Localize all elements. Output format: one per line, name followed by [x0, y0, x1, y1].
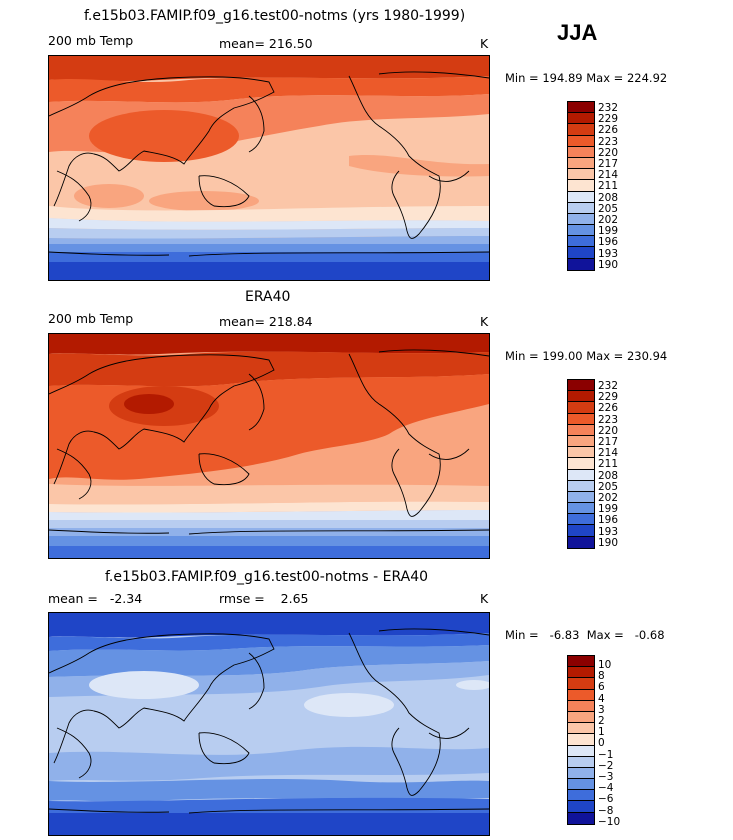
colorbar-swatch: [568, 213, 594, 226]
colorbar-swatch: [568, 790, 594, 802]
colorbar-swatch: [568, 767, 594, 780]
colorbar-swatch: [568, 689, 594, 701]
panel3-rmse: rmse = 2.65: [219, 591, 309, 606]
panel1-title: f.e15b03.FAMIP.f09_g16.test00-notms (yrs…: [84, 8, 466, 24]
colorbar-swatch: [568, 480, 594, 492]
colorbar-swatch: [568, 711, 594, 724]
colorbar-swatch: [568, 801, 594, 813]
panel2-title: ERA40: [245, 289, 291, 305]
panel1-mean: mean= 216.50: [219, 36, 313, 51]
colorbar-swatch: [568, 447, 594, 459]
colorbar-swatch: [568, 157, 594, 170]
colorbar-swatch: [568, 812, 594, 824]
colorbar-swatch: [568, 202, 594, 214]
colorbar-swatch: [568, 180, 594, 192]
colorbar-swatch: [568, 391, 594, 403]
colorbar-swatch: [568, 458, 594, 470]
season-label: JJA: [557, 20, 598, 45]
panel2-mean: mean= 218.84: [219, 314, 313, 329]
panel3-map: [48, 612, 490, 836]
panel1-map: [48, 55, 490, 281]
panel3-colorbar-labels: 10 8 6 4 3 2 1 0 −1 −2 −3 −4 −6 −8 −10: [598, 659, 621, 828]
colorbar-swatch: [568, 514, 594, 526]
colorbar-swatch: [568, 424, 594, 436]
colorbar-swatch: [568, 102, 594, 114]
colorbar-swatch: [568, 113, 594, 125]
colorbar-swatch: [568, 236, 594, 248]
colorbar-swatch: [568, 247, 594, 259]
colorbar-swatch: [568, 413, 594, 425]
panel2-minmax: Min = 199.00 Max = 230.94: [505, 349, 668, 363]
colorbar-swatch: [568, 135, 594, 147]
colorbar-swatch: [568, 667, 594, 679]
colorbar-swatch: [568, 734, 594, 746]
panel3-title: f.e15b03.FAMIP.f09_g16.test00-notms - ER…: [105, 569, 429, 585]
panel3-mean: mean = -2.34: [48, 591, 143, 606]
colorbar-swatch: [568, 745, 594, 757]
panel2-colorbar-labels: 232 229 226 223 220 217 214 211 208 205 202 199 196 1…: [598, 380, 619, 549]
panel2-units: K: [480, 314, 489, 329]
colorbar-swatch: [568, 503, 594, 515]
panel1-variable: 200 mb Temp: [48, 33, 134, 48]
panel3-colorbar: [567, 655, 595, 825]
panel1-minmax: Min = 194.89 Max = 224.92: [505, 71, 668, 85]
colorbar-swatch: [568, 469, 594, 481]
colorbar-swatch: [568, 435, 594, 448]
colorbar-swatch: [568, 536, 594, 548]
panel2-variable: 200 mb Temp: [48, 311, 134, 326]
colorbar-swatch: [568, 779, 594, 791]
panel1-colorbar-labels: 232 229 226 223 220 217 214 211 208 205 202 199 196 1…: [598, 102, 619, 271]
colorbar-swatch: [568, 169, 594, 181]
panel2-colorbar: [567, 379, 595, 549]
panel2-map: [48, 333, 490, 559]
colorbar-swatch: [568, 258, 594, 270]
colorbar-swatch: [568, 225, 594, 237]
colorbar-swatch: [568, 402, 594, 414]
colorbar-swatch: [568, 491, 594, 504]
colorbar-swatch: [568, 678, 594, 690]
colorbar-swatch: [568, 656, 594, 668]
colorbar-swatch: [568, 380, 594, 392]
colorbar-swatch: [568, 700, 594, 712]
colorbar-swatch: [568, 756, 594, 768]
colorbar-swatch: [568, 723, 594, 735]
colorbar-swatch: [568, 525, 594, 537]
panel1-colorbar: [567, 101, 595, 271]
colorbar-swatch: [568, 146, 594, 158]
colorbar-swatch: [568, 191, 594, 203]
panel1-units: K: [480, 36, 489, 51]
panel3-units: K: [480, 591, 489, 606]
panel3-minmax: Min = -6.83 Max = -0.68: [505, 628, 665, 642]
colorbar-swatch: [568, 124, 594, 136]
